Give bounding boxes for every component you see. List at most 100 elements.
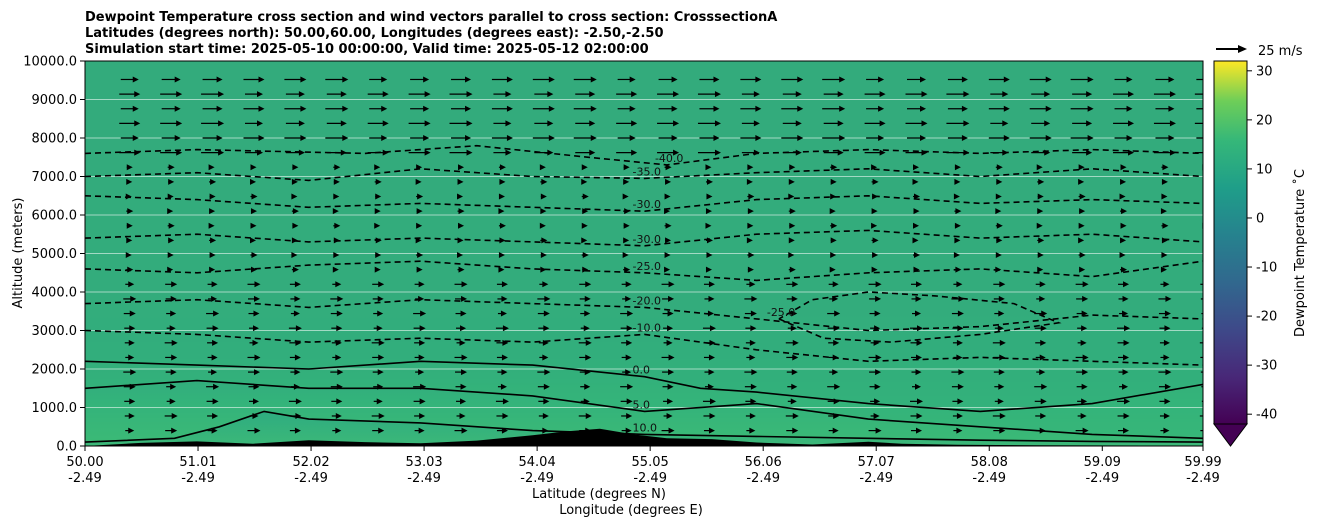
wind-vector-head bbox=[874, 325, 881, 332]
wind-vector-head bbox=[461, 281, 468, 288]
wind-vector-head bbox=[625, 281, 632, 288]
wind-vector-head bbox=[457, 237, 464, 244]
wind-vector-head bbox=[957, 398, 964, 405]
wind-vector-head bbox=[746, 237, 753, 244]
wind-vector-head bbox=[465, 76, 472, 83]
wind-vector-head bbox=[1205, 398, 1211, 404]
wind-vector-head bbox=[292, 164, 299, 171]
wind-vector-head bbox=[376, 325, 383, 332]
wind-vector-head bbox=[671, 105, 678, 112]
wind-vector-head bbox=[253, 369, 260, 376]
wind-vector-head bbox=[126, 222, 133, 229]
wind-vector-head bbox=[832, 354, 839, 361]
wind-vector-head bbox=[418, 281, 425, 288]
wind-vector-head bbox=[460, 325, 467, 332]
wind-vector-head bbox=[709, 325, 716, 332]
wind-vector-head bbox=[254, 427, 261, 434]
wind-vector-head bbox=[832, 281, 839, 288]
wind-vector-head bbox=[996, 222, 1003, 229]
contour-line bbox=[85, 410, 1203, 443]
y-tick-label: 0.0 bbox=[56, 440, 77, 455]
wind-vector-head bbox=[333, 252, 340, 259]
wind-vector-head bbox=[460, 383, 467, 390]
wind-vector-head bbox=[912, 237, 919, 244]
wind-vector-head bbox=[502, 412, 509, 419]
wind-vector-head bbox=[1126, 76, 1133, 83]
wind-vector-head bbox=[501, 427, 508, 434]
wind-vector-head bbox=[1038, 237, 1045, 244]
wind-vector-head bbox=[250, 164, 257, 171]
wind-vector-head bbox=[252, 325, 259, 332]
wind-vector-head bbox=[134, 91, 141, 98]
wind-vector-head bbox=[585, 412, 592, 419]
wind-vector-head bbox=[956, 412, 963, 419]
wind-vector-head bbox=[1039, 427, 1046, 434]
wind-vector-head bbox=[874, 310, 881, 317]
wind-vector-head bbox=[458, 222, 465, 229]
wind-vector-head bbox=[126, 164, 133, 171]
x-tick-label-longitude: -2.49 bbox=[407, 471, 441, 486]
wind-vector-head bbox=[501, 354, 508, 361]
wind-vector-head bbox=[216, 76, 223, 83]
colorbar: -40 -30 -20 -10 0 10 20 30 Dewpoint Temperature… bbox=[1213, 60, 1308, 447]
wind-vector-head bbox=[382, 120, 389, 127]
wind-vector-head bbox=[1078, 237, 1085, 244]
wind-vector-head bbox=[461, 354, 468, 361]
wind-vector-head bbox=[499, 178, 506, 185]
wind-vector-head bbox=[585, 281, 592, 288]
wind-vector-head bbox=[625, 354, 632, 361]
wind-vector-head bbox=[457, 252, 464, 259]
wind-vector-head bbox=[709, 412, 716, 419]
wind-vector-head bbox=[375, 252, 382, 259]
contour-label: -30.0 bbox=[633, 233, 661, 246]
wind-vector-head bbox=[1082, 295, 1089, 302]
x-tick-label-latitude: 55.05 bbox=[632, 455, 669, 470]
wind-vector-head bbox=[708, 427, 715, 434]
wind-vector-head bbox=[1003, 76, 1010, 83]
wind-vector-head bbox=[129, 325, 136, 332]
wind-vector-head bbox=[671, 76, 678, 83]
wind-vector-head bbox=[879, 91, 886, 98]
wind-vector-head bbox=[1121, 266, 1128, 273]
wind-vector-head bbox=[378, 427, 385, 434]
x-tick-label-latitude: 52.02 bbox=[292, 455, 329, 470]
wind-vector-head bbox=[832, 427, 839, 434]
wind-vector-head bbox=[543, 398, 550, 405]
wind-vector-head bbox=[1078, 178, 1085, 185]
wind-vector-head bbox=[459, 339, 466, 346]
wind-vector-head bbox=[1082, 369, 1089, 376]
wind-vector-head bbox=[251, 252, 258, 259]
wind-vector-head bbox=[1036, 164, 1043, 171]
wind-vector-head bbox=[1163, 427, 1170, 434]
wind-vector-head bbox=[134, 149, 141, 156]
wind-vector-head bbox=[1123, 281, 1130, 288]
wind-vector-head bbox=[714, 149, 721, 156]
wind-vector-head bbox=[543, 310, 550, 317]
wind-vector-head bbox=[1123, 412, 1130, 419]
wind-vector-head bbox=[790, 325, 797, 332]
contour-label: 10.0 bbox=[633, 421, 658, 434]
wind-vector-head bbox=[543, 325, 550, 332]
wind-vector-head bbox=[954, 222, 961, 229]
wind-vector-head bbox=[168, 237, 175, 244]
wind-vector-head bbox=[705, 164, 712, 171]
wind-vector-head bbox=[874, 398, 881, 405]
wind-vector-head bbox=[999, 427, 1006, 434]
wind-vector-head bbox=[218, 91, 225, 98]
wind-vector-head bbox=[584, 383, 591, 390]
wind-vector-head bbox=[755, 135, 762, 141]
wind-vector-head bbox=[1045, 135, 1052, 141]
wind-vector-head bbox=[581, 222, 588, 229]
wind-vector-head bbox=[664, 193, 671, 200]
wind-vector-head bbox=[333, 193, 340, 200]
wind-vector-head bbox=[256, 149, 263, 156]
wind-vector-head bbox=[378, 412, 385, 419]
wind-vector-head bbox=[953, 252, 960, 259]
wind-vector-head bbox=[1122, 383, 1129, 390]
x-axis-label-longitude: Longitude (degrees E) bbox=[559, 503, 703, 518]
x-axis-label-latitude: Latitude (degrees N) bbox=[532, 487, 666, 502]
wind-vector-head bbox=[340, 120, 347, 127]
wind-vector-head bbox=[169, 398, 176, 405]
wind-vector-head bbox=[751, 295, 758, 302]
x-tick-label-longitude: -2.49 bbox=[520, 471, 554, 486]
